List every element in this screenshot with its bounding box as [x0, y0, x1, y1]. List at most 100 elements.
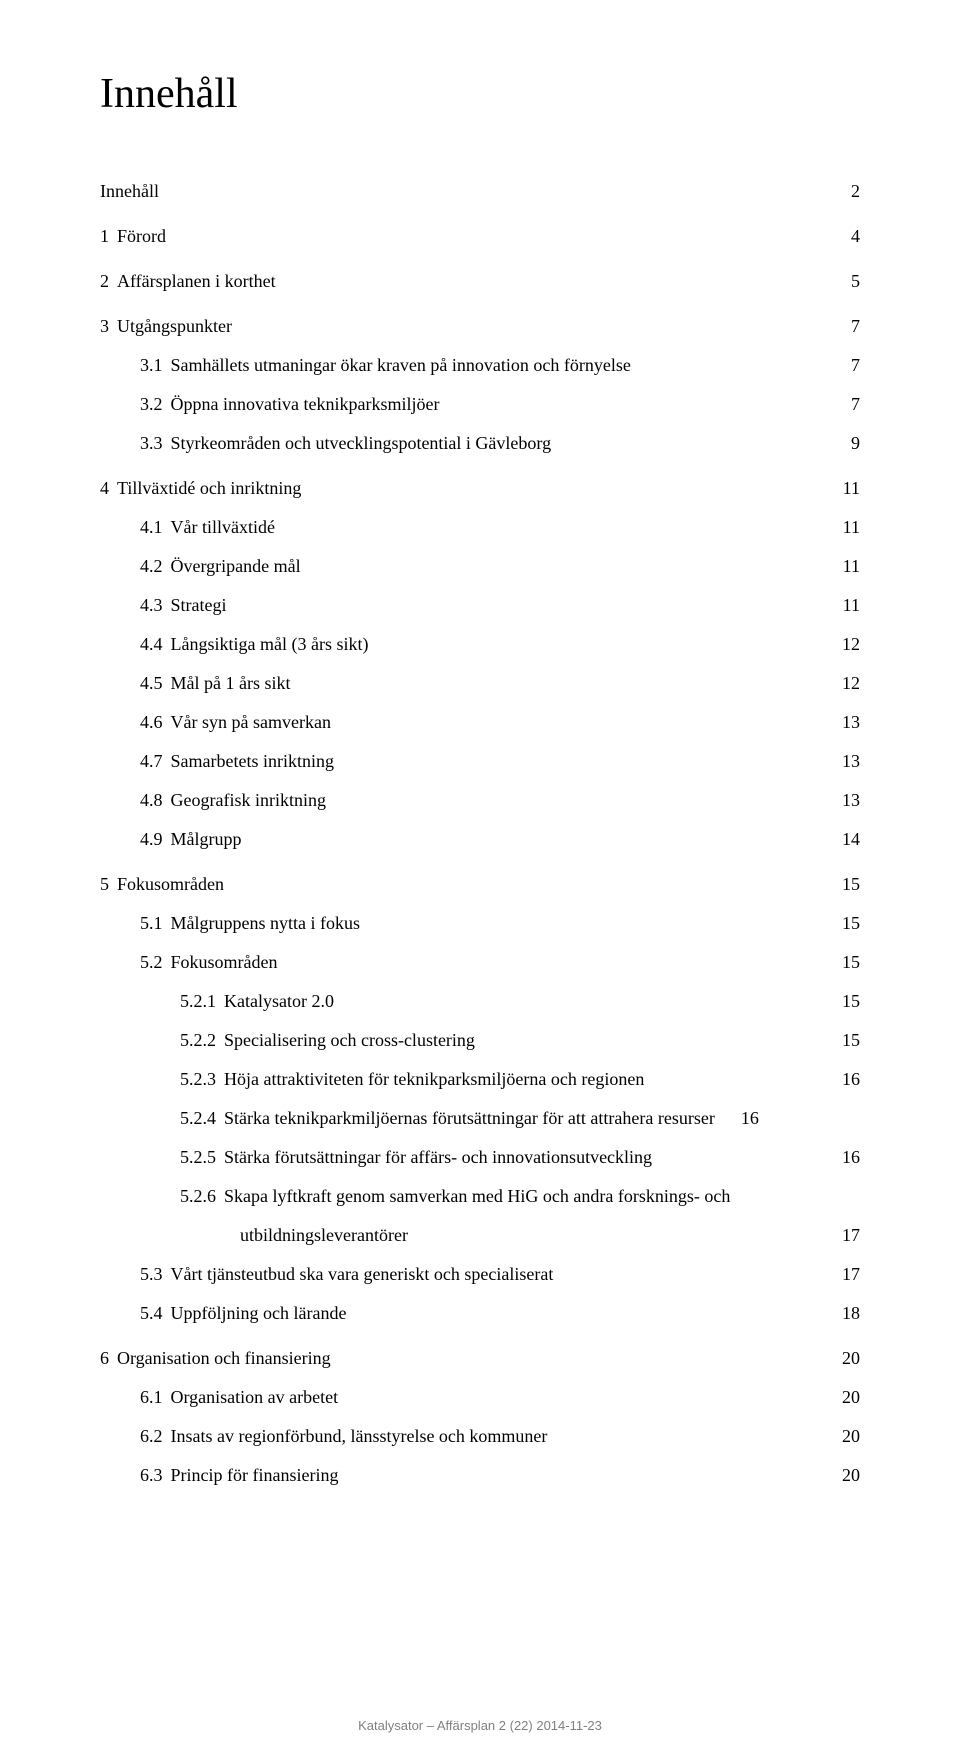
- toc-page-number: 18: [842, 1300, 860, 1327]
- toc-page-number: 17: [842, 1261, 860, 1288]
- toc-entry-number: 1: [100, 223, 109, 250]
- toc-row[interactable]: 6Organisation och finansiering20: [100, 1345, 860, 1372]
- toc-page-number: 16: [741, 1105, 759, 1132]
- toc-entry-number: 5.2.5: [180, 1144, 216, 1171]
- toc-row[interactable]: 6.2Insats av regionförbund, länsstyrelse…: [100, 1423, 860, 1450]
- toc-row[interactable]: 5.2.3 Höja attraktiviteten för teknikpark…: [100, 1066, 860, 1093]
- toc-row[interactable]: 4.4 Långsiktiga mål (3 års sikt) 12: [100, 631, 860, 658]
- toc-page-number: 16: [842, 1144, 860, 1171]
- toc-row[interactable]: 5.2 Fokusområden 15: [100, 949, 860, 976]
- toc-entry-label: Samhällets utmaningar ökar kraven på inn…: [171, 352, 631, 379]
- toc-page-number: 13: [842, 787, 860, 814]
- toc-entry-label: Fokusområden: [117, 871, 224, 898]
- toc-entry-number: 5.2.4: [180, 1105, 216, 1132]
- toc-row[interactable]: 5.4 Uppföljning och lärande 18: [100, 1300, 860, 1327]
- toc-entry-label: Fokusområden: [171, 949, 278, 976]
- toc-page-number: 2: [851, 178, 860, 205]
- toc-row[interactable]: 4.8Geografisk inriktning13: [100, 787, 860, 814]
- toc-row[interactable]: 4.9Målgrupp14: [100, 826, 860, 853]
- toc-row[interactable]: 5Fokusområden15: [100, 871, 860, 898]
- toc-entry-label: Stärka förutsättningar för affärs- och i…: [224, 1144, 652, 1171]
- toc-entry-number: 5.2.2: [180, 1027, 216, 1054]
- toc-entry-number: 4.3: [140, 592, 163, 619]
- toc-page-number: 11: [843, 592, 860, 619]
- toc-page-number: 7: [851, 352, 860, 379]
- toc-entry-label: Tillväxtidé och inriktning: [117, 475, 301, 502]
- toc-entry-number: 5.2.3: [180, 1066, 216, 1093]
- toc-row[interactable]: utbildningsleverantörer 17: [100, 1222, 860, 1249]
- toc-entry-number: 4.1: [140, 514, 163, 541]
- toc-row[interactable]: 5.2.2Specialisering och cross-clustering…: [100, 1027, 860, 1054]
- toc-entry-label: Utgångspunkter: [117, 313, 232, 340]
- toc-page-number: 15: [842, 988, 860, 1015]
- toc-page-number: 12: [842, 631, 860, 658]
- toc-entry-number: 6.1: [140, 1384, 163, 1411]
- toc-entry-label: Mål på 1 års sikt: [171, 670, 291, 697]
- toc-row[interactable]: 3.2Öppna innovativa teknikparksmiljöer7: [100, 391, 860, 418]
- toc-entry-number: 4.6: [140, 709, 163, 736]
- toc-row[interactable]: 4.3Strategi11: [100, 592, 860, 619]
- toc-row[interactable]: 3.3Styrkeområden och utvecklingspotentia…: [100, 430, 860, 457]
- toc-entry-label: Höja attraktiviteten för teknikparksmilj…: [224, 1066, 644, 1093]
- toc-entry-number: 5.2: [140, 949, 163, 976]
- toc-entry-label: Affärsplanen i korthet: [117, 268, 276, 295]
- toc-row[interactable]: 1Förord4: [100, 223, 860, 250]
- toc-row[interactable]: 6.1Organisation av arbetet20: [100, 1384, 860, 1411]
- toc-entry-number: 6.3: [140, 1462, 163, 1489]
- toc-entry-label: Innehåll: [100, 178, 159, 205]
- toc-entry-label: Stärka teknikparkmiljöernas förutsättnin…: [224, 1105, 715, 1132]
- toc-page-number: 15: [842, 910, 860, 937]
- toc-row[interactable]: 2Affärsplanen i korthet5: [100, 268, 860, 295]
- toc-page-number: 13: [842, 748, 860, 775]
- toc-row[interactable]: 4Tillväxtidé och inriktning11: [100, 475, 860, 502]
- toc-row[interactable]: 4.5 Mål på 1 års sikt 12: [100, 670, 860, 697]
- toc-row[interactable]: Innehåll 2: [100, 178, 860, 205]
- toc-row[interactable]: 4.6Vår syn på samverkan13: [100, 709, 860, 736]
- toc-page-number: 7: [851, 313, 860, 340]
- toc-entry-label: Övergripande mål: [171, 553, 301, 580]
- toc-entry-number: 4.5: [140, 670, 163, 697]
- toc-row[interactable]: 4.7Samarbetets inriktning13: [100, 748, 860, 775]
- toc-entry-label: Vårt tjänsteutbud ska vara generiskt och…: [171, 1261, 554, 1288]
- toc-row[interactable]: 5.2.1 Katalysator 2.0 15: [100, 988, 860, 1015]
- toc-page-number: 15: [842, 1027, 860, 1054]
- toc-entry-number: 4.9: [140, 826, 163, 853]
- toc-entry-label: Katalysator 2.0: [224, 988, 334, 1015]
- toc-entry-number: 4.4: [140, 631, 163, 658]
- toc-entry-label: Insats av regionförbund, länsstyrelse oc…: [171, 1423, 548, 1450]
- toc-entry-number: 5.3: [140, 1261, 163, 1288]
- toc-page-number: 16: [842, 1066, 860, 1093]
- toc-entry-number: 5.4: [140, 1300, 163, 1327]
- toc-page-number: 20: [842, 1423, 860, 1450]
- toc-row[interactable]: 5.2.5 Stärka förutsättningar för affärs- …: [100, 1144, 860, 1171]
- toc-row[interactable]: 4.2Övergripande mål11: [100, 553, 860, 580]
- toc-row[interactable]: 5.2.4 Stärka teknikparkmiljöernas förutsä…: [100, 1105, 860, 1132]
- toc-page-number: 12: [842, 670, 860, 697]
- toc-entry-label: Målgruppens nytta i fokus: [171, 910, 360, 937]
- toc-entry-number: 3: [100, 313, 109, 340]
- toc-entry-number: 3.3: [140, 430, 163, 457]
- toc-row[interactable]: 5.3 Vårt tjänsteutbud ska vara generiskt …: [100, 1261, 860, 1288]
- page-title: Innehåll: [100, 70, 860, 118]
- toc-row[interactable]: 6.3Princip för finansiering20: [100, 1462, 860, 1489]
- toc-row[interactable]: 3 Utgångspunkter 7: [100, 313, 860, 340]
- toc-row[interactable]: 3.1Samhällets utmaningar ökar kraven på …: [100, 352, 860, 379]
- toc-entry-label: Långsiktiga mål (3 års sikt): [171, 631, 369, 658]
- page-footer: Katalysator – Affärsplan 2 (22) 2014-11-…: [0, 1718, 960, 1733]
- toc-row[interactable]: 4.1Vår tillväxtidé11: [100, 514, 860, 541]
- toc-page-number: 11: [843, 475, 860, 502]
- toc-entry-number: 6: [100, 1345, 109, 1372]
- toc-page-number: 20: [842, 1345, 860, 1372]
- toc-entry-number: 4.7: [140, 748, 163, 775]
- toc-row[interactable]: 5.2.6Skapa lyftkraft genom samverkan med…: [100, 1183, 860, 1210]
- toc-entry-number: 4.8: [140, 787, 163, 814]
- toc-entry-number: 5.2.1: [180, 988, 216, 1015]
- toc-page-number: 17: [842, 1222, 860, 1249]
- toc-page-number: 15: [842, 949, 860, 976]
- toc-entry-label: Målgrupp: [171, 826, 242, 853]
- toc-entry-label: Uppföljning och lärande: [171, 1300, 347, 1327]
- toc-row[interactable]: 5.1Målgruppens nytta i fokus15: [100, 910, 860, 937]
- toc-page-number: 20: [842, 1462, 860, 1489]
- toc-page-number: 7: [851, 391, 860, 418]
- toc-entry-label: utbildningsleverantörer: [240, 1222, 408, 1249]
